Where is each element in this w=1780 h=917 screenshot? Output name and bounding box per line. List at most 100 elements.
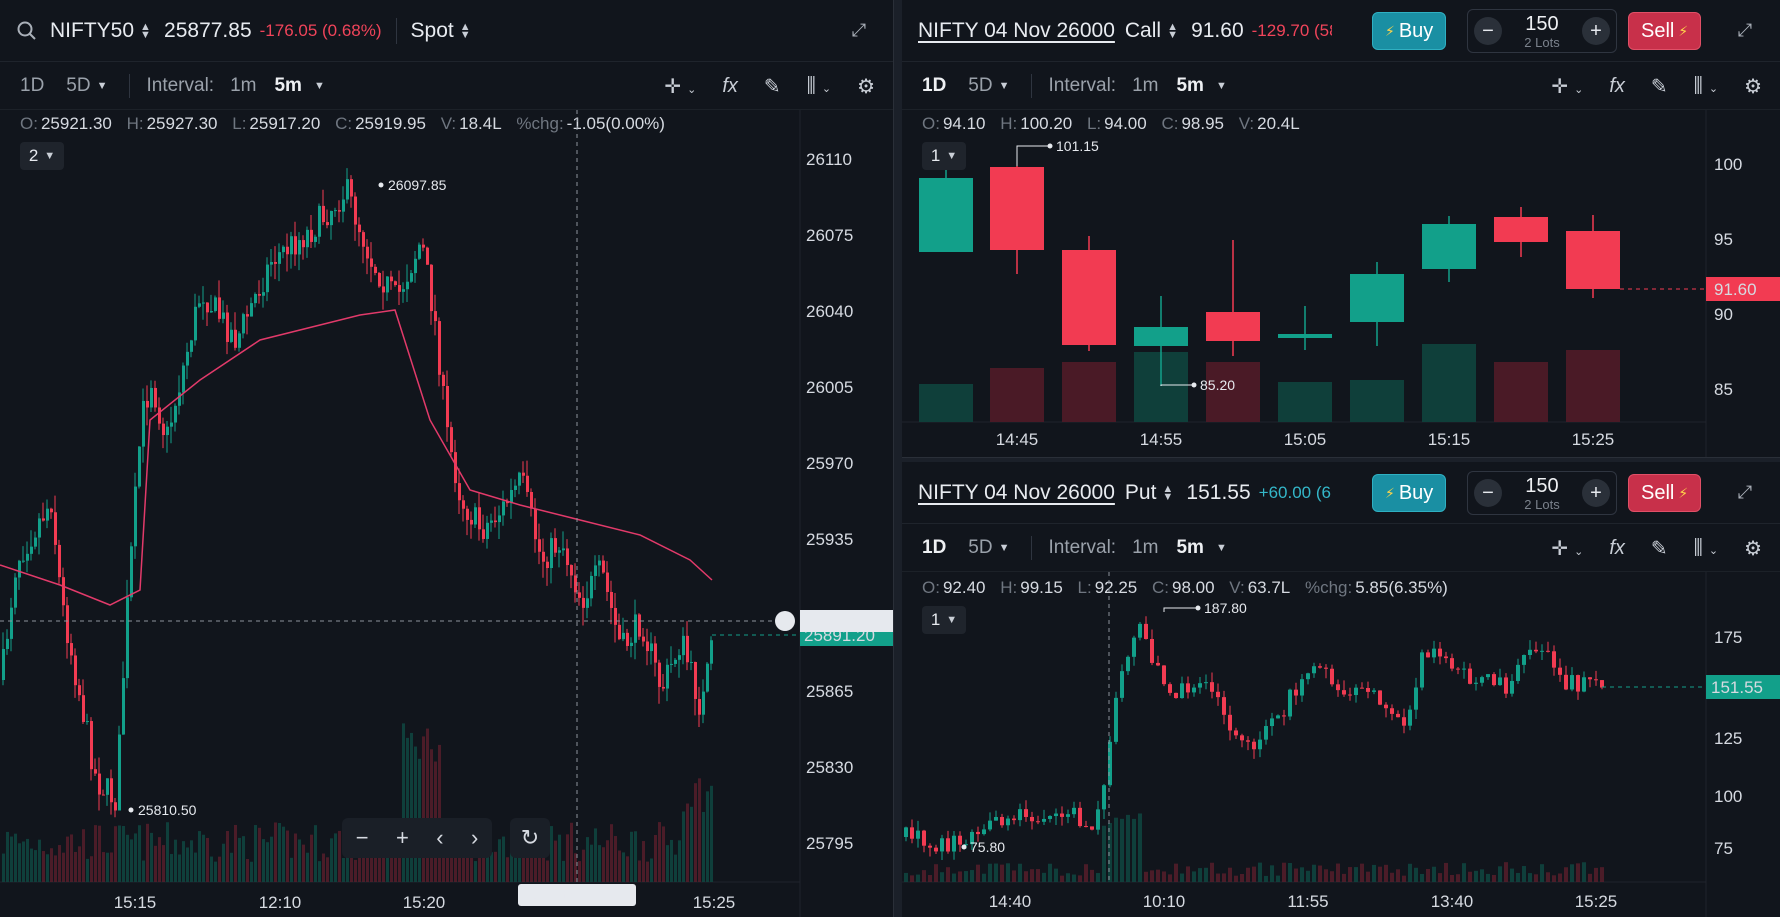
volume-bar bbox=[438, 744, 441, 882]
mode-select[interactable]: Spot bbox=[410, 18, 454, 42]
candle-body bbox=[1210, 682, 1214, 692]
put-type[interactable]: Put bbox=[1124, 480, 1157, 504]
search-icon[interactable] bbox=[16, 20, 38, 42]
indicators-icon[interactable]: fx bbox=[1609, 536, 1625, 559]
candle-body bbox=[1000, 817, 1004, 826]
expand-icon[interactable]: ⤢ bbox=[851, 20, 867, 40]
drawing-pen-icon[interactable]: ✎ bbox=[763, 75, 781, 98]
volume-bar bbox=[1078, 875, 1082, 882]
decrease-qty-button[interactable]: − bbox=[1474, 479, 1502, 507]
volume-bar bbox=[1318, 865, 1322, 882]
interval-5m[interactable]: 5m bbox=[274, 74, 302, 96]
candle-body bbox=[426, 247, 429, 265]
pane-splitter-vertical[interactable] bbox=[894, 0, 902, 917]
call-type[interactable]: Call bbox=[1124, 18, 1162, 42]
interval-1m[interactable]: 1m bbox=[1132, 74, 1159, 96]
volume-bar bbox=[262, 839, 265, 882]
mode-switch-icon[interactable]: ▲ ▼ bbox=[459, 20, 471, 41]
candle-body bbox=[1282, 715, 1286, 717]
call-header: NIFTY 04 Nov 26000 Call ▲ ▼ 91.60 -129.70… bbox=[902, 0, 1780, 62]
candle-type-icon[interactable]: ⫼ ⌄ bbox=[806, 74, 832, 97]
volume-bar bbox=[158, 837, 161, 882]
candle-body bbox=[638, 614, 641, 637]
layout-select[interactable]: 1 ▼ bbox=[922, 606, 966, 634]
chevron-down-icon[interactable]: ▼ bbox=[998, 79, 1010, 92]
chevron-down-icon[interactable]: ▼ bbox=[1215, 541, 1227, 554]
increase-qty-button[interactable]: + bbox=[1581, 479, 1610, 507]
put-toolbar: 1D 5D ▼ Interval: 1m 5m ▼ ✛ ⌄ fx ✎ ⫼ ⌄ ⚙ bbox=[902, 524, 1780, 572]
candle-body bbox=[1342, 690, 1346, 695]
volume-bar bbox=[682, 811, 685, 882]
volume-bar bbox=[422, 736, 425, 882]
drawing-pen-icon[interactable]: ✎ bbox=[1650, 537, 1668, 560]
crosshair-icon[interactable]: ✛ ⌄ bbox=[1551, 75, 1584, 98]
chart-tools: ✛ ⌄ fx ✎ ⫼ ⌄ ⚙ bbox=[664, 62, 875, 110]
candle-type-icon[interactable]: ⫼ ⌄ bbox=[1693, 74, 1719, 97]
interval-1m[interactable]: 1m bbox=[1132, 536, 1159, 558]
zoom-out-button[interactable]: − bbox=[355, 825, 369, 850]
expand-icon[interactable]: ⤢ bbox=[1737, 20, 1753, 40]
zoom-in-button[interactable]: + bbox=[395, 825, 409, 850]
indicators-icon[interactable]: fx bbox=[1609, 74, 1625, 97]
range-5d[interactable]: 5D bbox=[968, 536, 993, 558]
scroll-right-button[interactable]: › bbox=[470, 825, 479, 850]
price-axis-tick: 25795 bbox=[806, 834, 853, 853]
volume-bar bbox=[1348, 867, 1352, 882]
increase-qty-button[interactable]: + bbox=[1581, 17, 1610, 45]
put-buy-button[interactable]: ⚡ Buy bbox=[1372, 474, 1447, 512]
candle-body bbox=[622, 632, 625, 640]
call-contract-name[interactable]: NIFTY 04 Nov 26000 bbox=[918, 18, 1115, 42]
gear-icon[interactable]: ⚙ bbox=[1744, 75, 1762, 98]
range-5d[interactable]: 5D bbox=[66, 74, 91, 96]
chevron-down-icon[interactable]: ▼ bbox=[96, 79, 108, 92]
drawing-pen-icon[interactable]: ✎ bbox=[1650, 75, 1668, 98]
put-contract-name[interactable]: NIFTY 04 Nov 26000 bbox=[918, 480, 1115, 504]
indicators-icon[interactable]: fx bbox=[722, 74, 738, 97]
volume-bar bbox=[174, 839, 177, 882]
range-5d[interactable]: 5D bbox=[968, 74, 993, 96]
call-sell-button[interactable]: Sell ⚡ bbox=[1628, 12, 1702, 50]
candle-body bbox=[250, 303, 253, 317]
reset-chart-button[interactable]: ↻ bbox=[510, 818, 550, 858]
candle-body bbox=[1276, 715, 1280, 719]
crosshair-icon[interactable]: ✛ ⌄ bbox=[1551, 537, 1584, 560]
candle-body bbox=[590, 575, 593, 599]
crosshair-icon[interactable]: ✛ ⌄ bbox=[664, 75, 697, 98]
symbol-name[interactable]: NIFTY50 bbox=[50, 18, 135, 42]
expand-icon[interactable]: ⤢ bbox=[1737, 482, 1753, 502]
candle-body bbox=[1494, 217, 1548, 242]
put-sell-button[interactable]: Sell ⚡ bbox=[1628, 474, 1702, 512]
chevron-down-icon[interactable]: ▼ bbox=[1215, 79, 1227, 92]
volume-bar bbox=[506, 857, 509, 882]
interval-5m[interactable]: 5m bbox=[1176, 536, 1204, 558]
interval-label: Interval: bbox=[146, 74, 215, 96]
layout-select[interactable]: 2 ▼ bbox=[20, 142, 64, 170]
chevron-down-icon[interactable]: ▼ bbox=[313, 79, 325, 92]
pane-splitter-horizontal[interactable] bbox=[902, 458, 1780, 462]
quantity-value[interactable]: 150 bbox=[1525, 12, 1559, 35]
candle-body bbox=[258, 293, 261, 296]
range-1d[interactable]: 1D bbox=[20, 74, 45, 96]
option-switch-icon[interactable]: ▲ ▼ bbox=[1167, 20, 1178, 41]
interval-1m[interactable]: 1m bbox=[230, 74, 257, 96]
interval-5m[interactable]: 5m bbox=[1176, 74, 1204, 96]
layout-select[interactable]: 1 ▼ bbox=[922, 142, 966, 170]
option-switch-icon[interactable]: ▲ ▼ bbox=[1162, 482, 1174, 503]
range-1d[interactable]: 1D bbox=[922, 536, 947, 558]
call-buy-button[interactable]: ⚡ Buy bbox=[1372, 12, 1447, 50]
chevron-down-icon[interactable]: ▼ bbox=[998, 541, 1010, 554]
decrease-qty-button[interactable]: − bbox=[1474, 17, 1502, 45]
candle-body bbox=[1456, 668, 1460, 670]
volume-bar bbox=[38, 839, 41, 882]
candle-body bbox=[1062, 250, 1116, 345]
volume-bar bbox=[1258, 862, 1262, 882]
volume-bar bbox=[78, 846, 81, 882]
symbol-switch-icon[interactable]: ▲ ▼ bbox=[140, 20, 151, 41]
range-1d[interactable]: 1D bbox=[922, 74, 947, 96]
gear-icon[interactable]: ⚙ bbox=[1744, 537, 1762, 560]
candle-type-icon[interactable]: ⫼ ⌄ bbox=[1693, 536, 1719, 559]
scroll-left-button[interactable]: ‹ bbox=[436, 825, 444, 850]
gear-icon[interactable]: ⚙ bbox=[857, 75, 875, 98]
quantity-value[interactable]: 150 bbox=[1525, 474, 1559, 497]
candle-body bbox=[454, 452, 457, 484]
